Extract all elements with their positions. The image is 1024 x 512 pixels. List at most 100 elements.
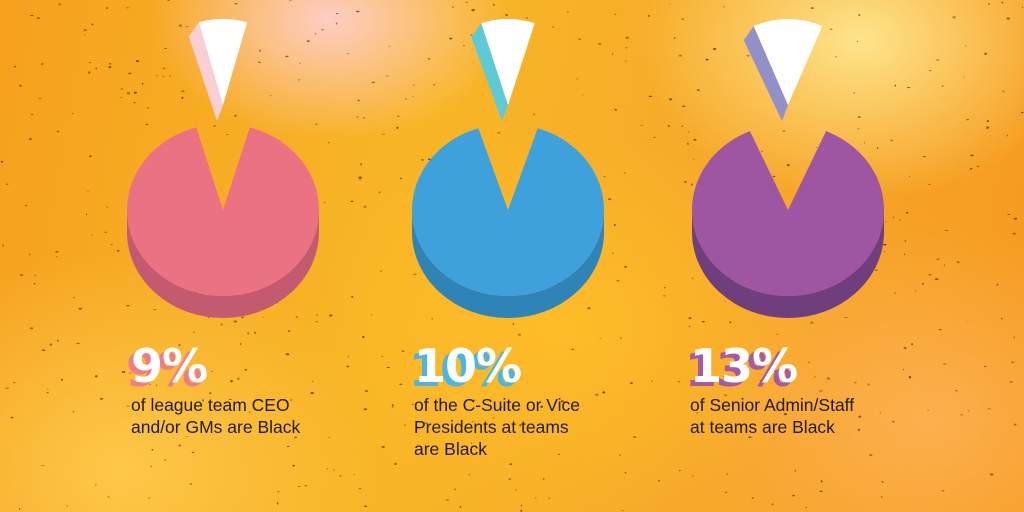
speckle [560,400,565,403]
speckle [679,469,681,472]
speckle [688,325,691,328]
caption-line: of the C-Suite or Vice [414,395,581,415]
speckle [99,398,104,400]
speckle [299,62,301,64]
speckle [19,273,24,277]
percent-label: 9% 9% [126,343,208,393]
speckle [942,363,947,365]
speckle [24,204,28,206]
speckle [875,269,878,271]
speckle [285,55,289,58]
speckle [669,98,673,101]
speckle [936,258,940,260]
speckle [133,101,136,104]
stat-block-senior-admin: 13% 13% of Senior Admin/Staff at teams a… [685,343,854,438]
speckle [693,138,697,141]
speckle [40,62,44,65]
speckle [356,116,359,118]
speckle [792,494,795,497]
speckle [38,98,42,100]
caption-line: Presidents at teams [414,417,569,437]
speckle [29,327,34,330]
speckle [533,113,535,116]
speckle [126,405,130,407]
speckle [413,273,417,275]
pie-chart-senior-admin [692,19,884,318]
speckle [519,424,521,427]
speckle [908,175,911,177]
speckle [857,428,861,432]
speckle [667,125,670,127]
speckle [30,113,34,115]
speckle [72,410,75,413]
speckle [746,54,750,57]
speckle [677,381,681,383]
speckle [566,11,569,13]
speckle [967,321,969,323]
speckle [459,505,462,508]
speckle [681,105,686,107]
speckle [520,509,523,512]
speckle [306,40,310,43]
speckle [696,89,700,91]
speckle [78,307,82,310]
caption-line: are Black [414,439,487,459]
speckle [350,200,354,203]
speckle [1021,111,1024,114]
speckle [269,95,273,97]
speckle [293,436,298,439]
speckle [220,323,223,326]
speckle [351,295,354,298]
speckle [287,330,291,332]
speckle [292,464,296,467]
speckle [512,322,515,326]
speckle [88,71,91,74]
pie-slice-side [188,22,223,121]
speckle [616,279,620,282]
speckle [724,491,728,494]
caption-line: and/or GMs are Black [131,417,301,437]
speckle [60,378,64,381]
speckle [91,234,93,236]
speckle [625,36,629,39]
speckle [167,0,170,1]
speckle [805,506,808,509]
speckle [1012,232,1016,235]
speckle [353,474,355,475]
speckle [662,295,666,297]
speckle [58,3,62,6]
speckle [883,243,887,246]
speckle [624,471,627,474]
percent-value: 10% [414,339,522,393]
speckle [207,316,210,319]
speckle [782,130,786,132]
speckle [921,282,925,285]
speckle [386,75,389,77]
speckle [108,62,112,65]
speckle [1013,336,1016,339]
speckle [723,6,726,8]
speckle [89,155,92,158]
speckle [142,384,145,386]
speckle [985,126,990,129]
speckle [934,278,939,281]
speckle [388,45,391,47]
speckle [237,377,240,380]
speckle [701,321,705,323]
speckle [470,442,473,445]
speckle [928,274,932,276]
speckle [624,60,627,62]
speckle [19,84,22,87]
pie-slice [481,18,535,105]
speckle [391,405,394,408]
speckle [525,17,528,19]
speckle [732,363,736,366]
speckle [885,221,888,222]
speckle [465,1,469,4]
speckle [783,413,787,416]
speckle [881,480,884,483]
stat-block-c-suite: 10% 10% of the C-Suite or Vice President… [409,343,581,460]
speckle [776,333,778,335]
speckle [468,473,471,476]
speckle [681,18,685,20]
